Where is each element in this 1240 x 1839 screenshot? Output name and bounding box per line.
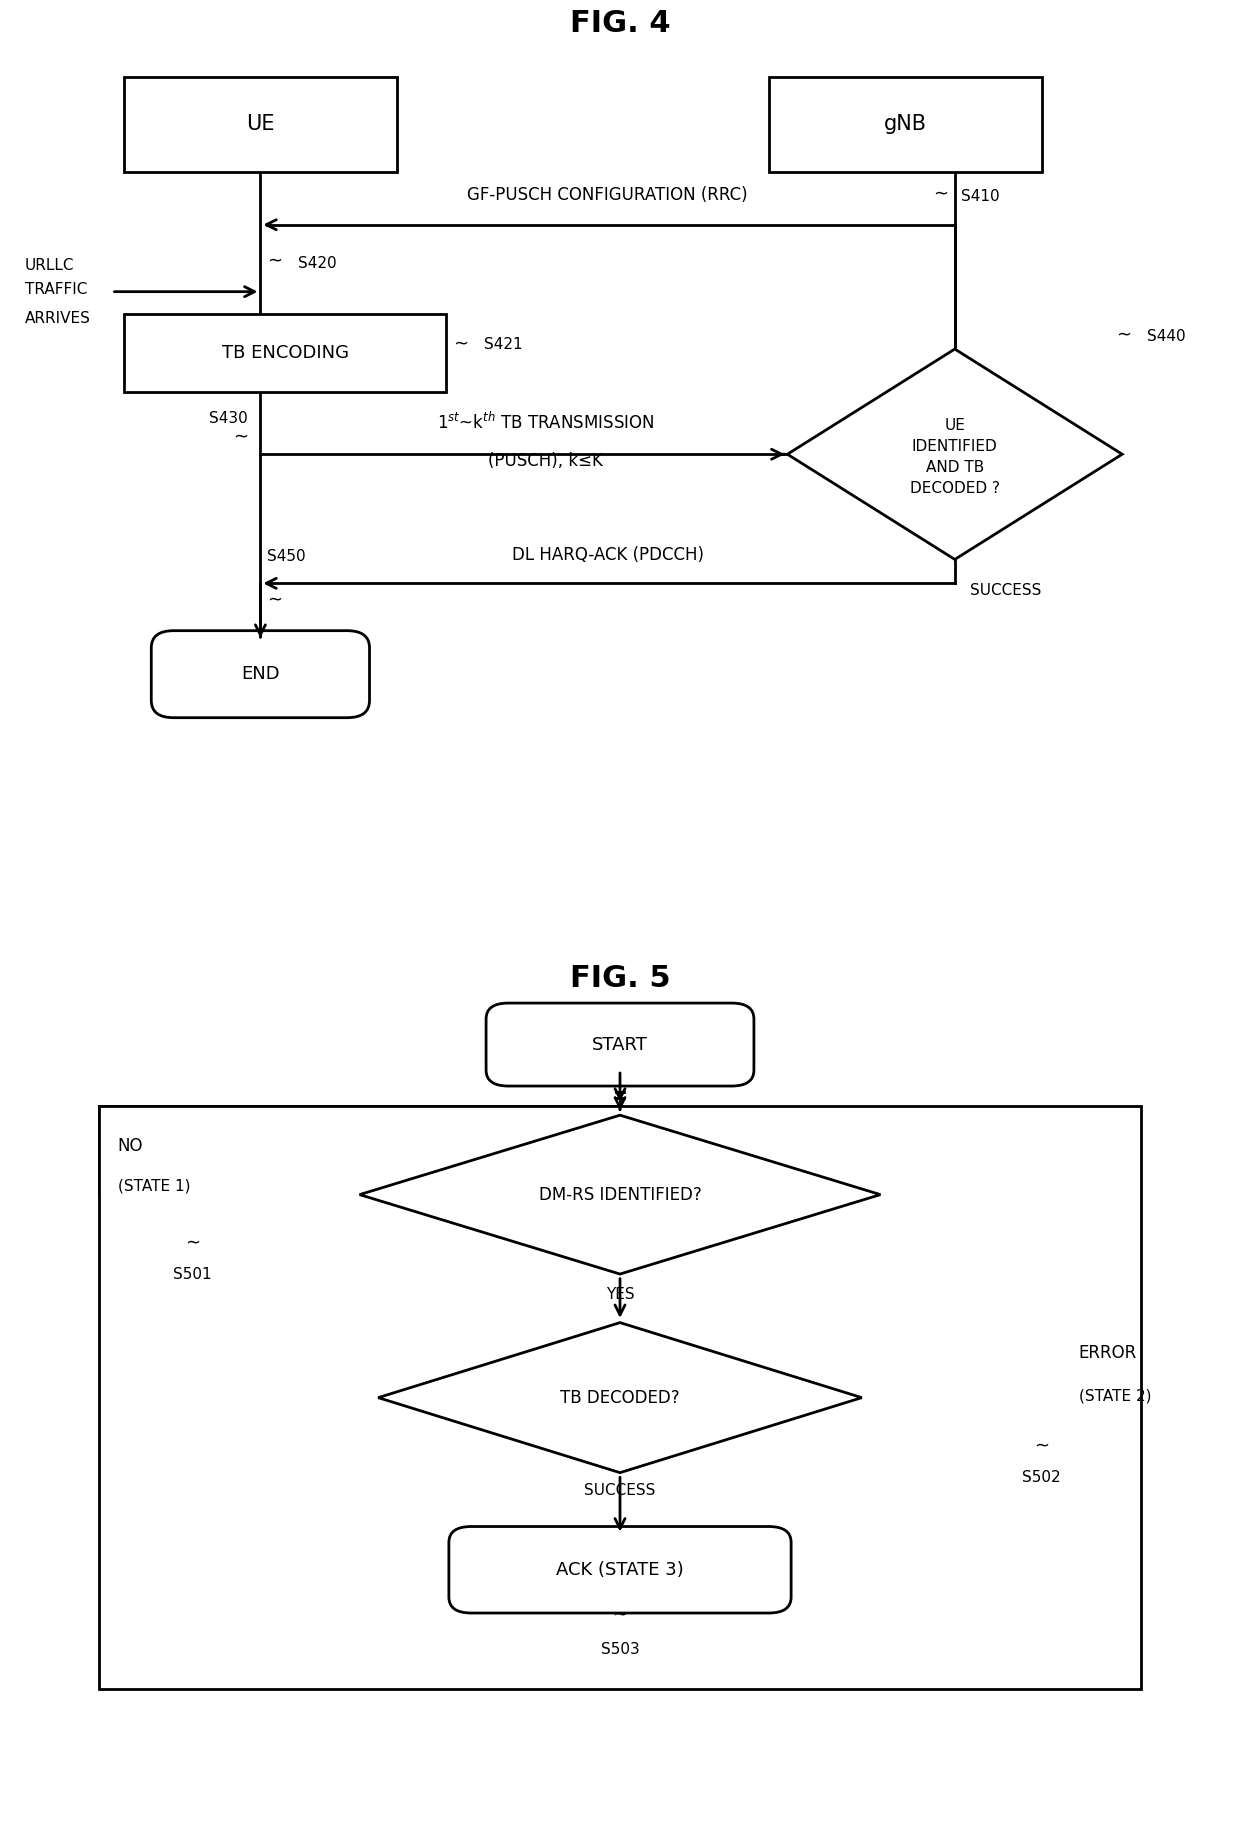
Text: GF-PUSCH CONFIGURATION (RRC): GF-PUSCH CONFIGURATION (RRC) xyxy=(467,186,748,204)
Text: END: END xyxy=(241,666,280,682)
FancyBboxPatch shape xyxy=(151,631,370,717)
Text: ∼: ∼ xyxy=(1034,1438,1049,1455)
Text: S420: S420 xyxy=(298,256,336,270)
Text: SUCCESS: SUCCESS xyxy=(584,1484,656,1499)
Text: S410: S410 xyxy=(961,189,999,204)
Text: YES: YES xyxy=(605,1287,635,1302)
Text: TB ENCODING: TB ENCODING xyxy=(222,344,348,362)
FancyBboxPatch shape xyxy=(769,77,1042,173)
Text: S450: S450 xyxy=(267,550,305,565)
Text: IDENTIFIED: IDENTIFIED xyxy=(911,440,998,454)
Text: SUCCESS: SUCCESS xyxy=(970,583,1042,598)
FancyBboxPatch shape xyxy=(124,314,446,392)
FancyBboxPatch shape xyxy=(486,1002,754,1087)
Text: gNB: gNB xyxy=(884,114,926,134)
Polygon shape xyxy=(360,1114,880,1274)
Text: FIG. 4: FIG. 4 xyxy=(569,9,671,39)
Text: START: START xyxy=(591,1035,649,1054)
Text: UE: UE xyxy=(945,417,965,432)
Text: S501: S501 xyxy=(172,1267,212,1282)
Text: ∼: ∼ xyxy=(185,1234,200,1252)
Text: S421: S421 xyxy=(484,337,522,351)
Text: ∼: ∼ xyxy=(613,1607,627,1624)
Text: (STATE 2): (STATE 2) xyxy=(1079,1388,1151,1403)
Text: S503: S503 xyxy=(600,1642,640,1657)
Text: S430: S430 xyxy=(210,410,248,425)
Text: ∼: ∼ xyxy=(267,590,281,609)
Text: FIG. 5: FIG. 5 xyxy=(569,964,671,993)
Text: ∼: ∼ xyxy=(453,335,467,353)
Polygon shape xyxy=(378,1322,862,1473)
Text: NO: NO xyxy=(118,1137,144,1155)
FancyBboxPatch shape xyxy=(124,77,397,173)
Text: DL HARQ-ACK (PDCCH): DL HARQ-ACK (PDCCH) xyxy=(512,546,703,565)
Text: ∼: ∼ xyxy=(267,252,281,270)
FancyBboxPatch shape xyxy=(99,1107,1141,1688)
Text: ∼: ∼ xyxy=(1116,326,1131,344)
Text: S440: S440 xyxy=(1147,329,1185,344)
Text: 1$^{st}$~k$^{th}$ TB TRANSMISSION: 1$^{st}$~k$^{th}$ TB TRANSMISSION xyxy=(436,412,655,434)
Text: DM-RS IDENTIFIED?: DM-RS IDENTIFIED? xyxy=(538,1186,702,1203)
Text: DECODED ?: DECODED ? xyxy=(910,482,999,497)
Text: ACK (STATE 3): ACK (STATE 3) xyxy=(556,1561,684,1578)
Text: (PUSCH), k≤K: (PUSCH), k≤K xyxy=(489,452,603,471)
Text: (STATE 1): (STATE 1) xyxy=(118,1179,190,1194)
Text: AND TB: AND TB xyxy=(926,460,983,474)
Text: ERROR: ERROR xyxy=(1079,1344,1137,1363)
Polygon shape xyxy=(787,349,1122,559)
Text: TB DECODED?: TB DECODED? xyxy=(560,1388,680,1407)
FancyBboxPatch shape xyxy=(449,1526,791,1613)
Text: ∼: ∼ xyxy=(934,186,949,204)
Text: UE: UE xyxy=(247,114,274,134)
Text: S502: S502 xyxy=(1022,1469,1061,1484)
Text: URLLC: URLLC xyxy=(25,257,74,272)
Text: TRAFFIC: TRAFFIC xyxy=(25,281,87,298)
Text: ∼: ∼ xyxy=(233,428,248,447)
Text: ARRIVES: ARRIVES xyxy=(25,311,91,326)
